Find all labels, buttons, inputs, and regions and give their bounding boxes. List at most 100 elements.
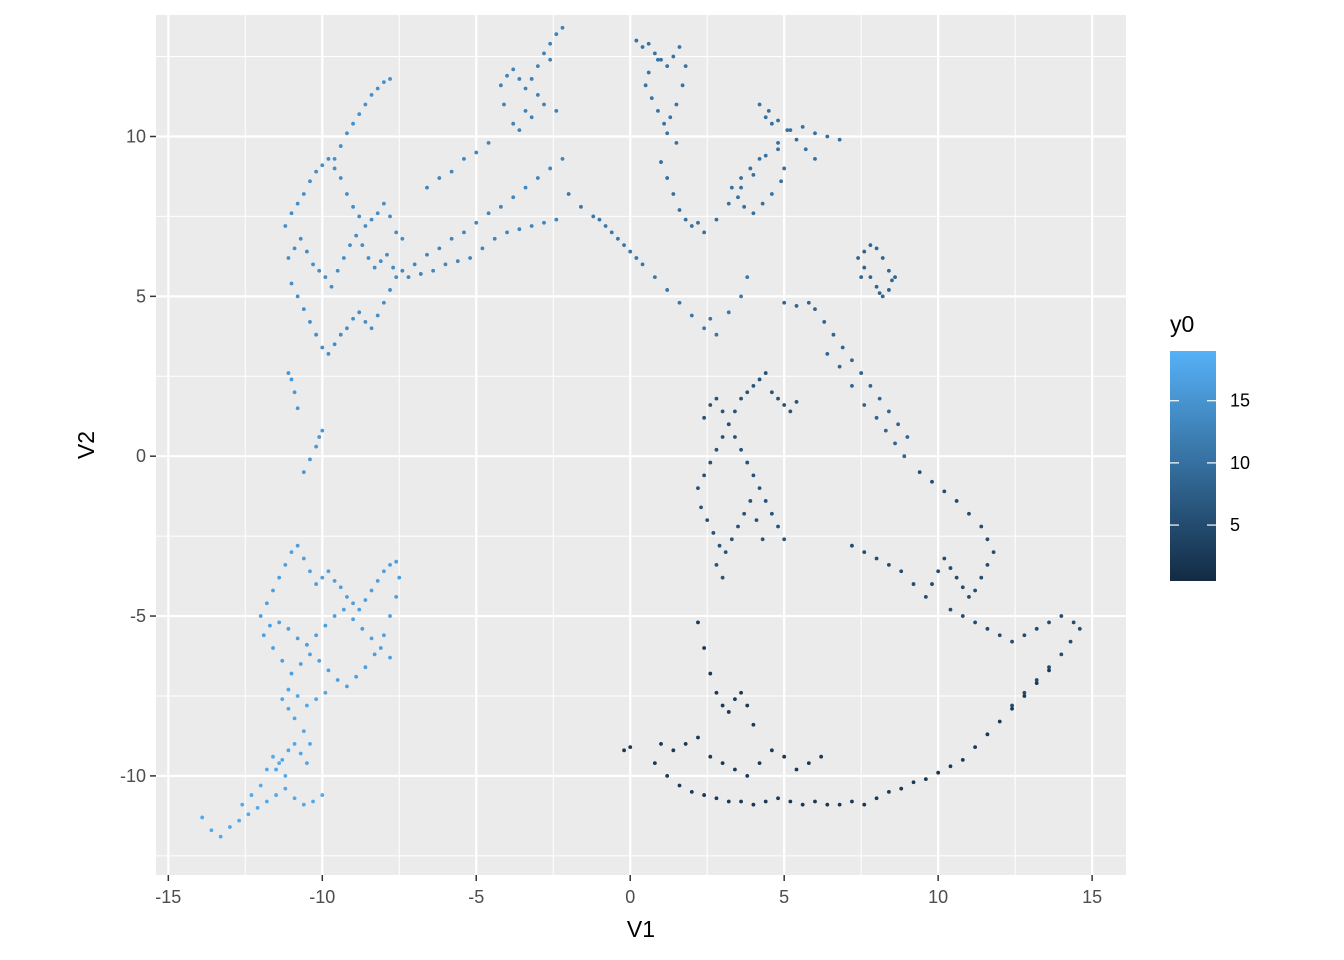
data-point: [745, 460, 750, 465]
data-point: [979, 575, 984, 580]
data-point: [298, 751, 303, 756]
data-point: [341, 607, 346, 612]
data-point: [1010, 639, 1014, 644]
data-point: [896, 422, 901, 427]
data-point: [332, 614, 337, 618]
data-point: [523, 185, 528, 190]
data-point: [354, 233, 359, 238]
y-tick-label: -5: [130, 606, 146, 626]
data-point: [283, 786, 288, 791]
data-point: [760, 201, 765, 206]
plot-panel: [156, 15, 1126, 875]
y-tick-label: 10: [126, 126, 146, 146]
data-point: [363, 224, 368, 228]
data-point: [967, 511, 971, 516]
data-point: [320, 163, 325, 168]
data-point: [304, 249, 309, 254]
data-point: [840, 345, 845, 350]
data-point: [437, 246, 442, 251]
data-point: [739, 396, 743, 401]
data-point: [357, 112, 362, 117]
data-point: [973, 745, 978, 750]
data-point: [311, 799, 315, 804]
data-point: [859, 371, 864, 375]
y-axis-ticks: -10 -5 0 5 10: [120, 126, 156, 786]
data-point: [289, 671, 294, 676]
data-point: [800, 124, 805, 129]
data-point: [326, 569, 331, 574]
data-point: [283, 224, 288, 228]
data-point: [665, 773, 670, 778]
data-point: [985, 626, 990, 631]
data-point: [714, 796, 719, 801]
data-point: [856, 256, 860, 260]
data-point: [1010, 706, 1014, 711]
x-tick-label: 5: [779, 887, 789, 907]
data-point: [511, 195, 516, 200]
data-point: [757, 156, 762, 161]
data-point: [748, 166, 753, 171]
data-point: [757, 486, 762, 491]
data-point: [317, 658, 322, 663]
data-point: [597, 217, 602, 222]
data-point: [286, 687, 291, 692]
data-point: [788, 128, 793, 132]
data-point: [372, 265, 377, 270]
data-point: [886, 268, 891, 273]
data-point: [308, 320, 312, 324]
data-point: [813, 156, 817, 161]
data-point: [298, 236, 303, 241]
data-point: [1071, 620, 1076, 625]
data-point: [1010, 703, 1014, 708]
data-point: [622, 243, 626, 248]
data-point: [859, 275, 864, 280]
data-point: [283, 562, 288, 567]
data-point: [671, 748, 676, 753]
data-point: [255, 805, 260, 810]
data-point: [351, 617, 355, 622]
data-point: [381, 80, 386, 85]
data-point: [760, 537, 765, 542]
data-point: [261, 633, 266, 638]
data-point: [883, 428, 888, 433]
data-point: [502, 102, 506, 107]
data-point: [554, 217, 559, 222]
data-point: [397, 575, 402, 580]
x-tick-label: -5: [468, 887, 484, 907]
data-point: [505, 73, 509, 78]
data-point: [548, 57, 553, 62]
data-point: [258, 614, 263, 618]
data-point: [1068, 639, 1073, 644]
data-point: [338, 332, 343, 337]
data-point: [763, 115, 768, 120]
data-point: [385, 252, 389, 257]
data-point: [714, 217, 719, 222]
data-point: [868, 383, 873, 388]
data-point: [776, 147, 780, 152]
data-point: [529, 77, 534, 81]
data-point: [437, 176, 442, 180]
data-point: [769, 192, 774, 196]
data-point: [890, 278, 894, 283]
data-point: [782, 754, 787, 759]
data-point: [733, 697, 737, 702]
data-point: [357, 310, 362, 315]
data-point: [677, 300, 682, 305]
data-point: [803, 147, 808, 152]
data-point: [960, 758, 965, 762]
data-point: [850, 358, 854, 363]
data-point: [271, 754, 275, 759]
major-gridlines: [156, 15, 1126, 875]
data-point: [729, 185, 734, 190]
data-point: [609, 230, 614, 235]
data-point: [742, 204, 747, 209]
data-point: [659, 742, 663, 746]
data-point: [369, 217, 374, 222]
x-tick-label: -10: [309, 887, 335, 907]
data-point: [766, 109, 771, 113]
data-point: [751, 383, 756, 388]
data-point: [696, 220, 700, 225]
x-tick-label: 15: [1082, 887, 1102, 907]
data-point: [323, 275, 328, 280]
data-point: [806, 761, 811, 766]
